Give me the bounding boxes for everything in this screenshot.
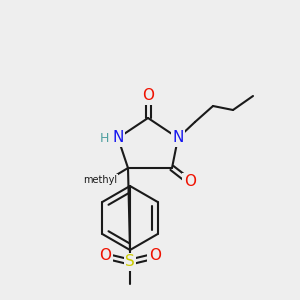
Text: O: O <box>142 88 154 104</box>
Text: N: N <box>112 130 124 146</box>
Text: O: O <box>184 175 196 190</box>
Text: O: O <box>99 248 111 263</box>
Text: N: N <box>172 130 184 146</box>
Text: H: H <box>99 131 109 145</box>
Text: O: O <box>149 248 161 263</box>
Text: methyl: methyl <box>83 175 117 185</box>
Text: S: S <box>125 254 135 269</box>
